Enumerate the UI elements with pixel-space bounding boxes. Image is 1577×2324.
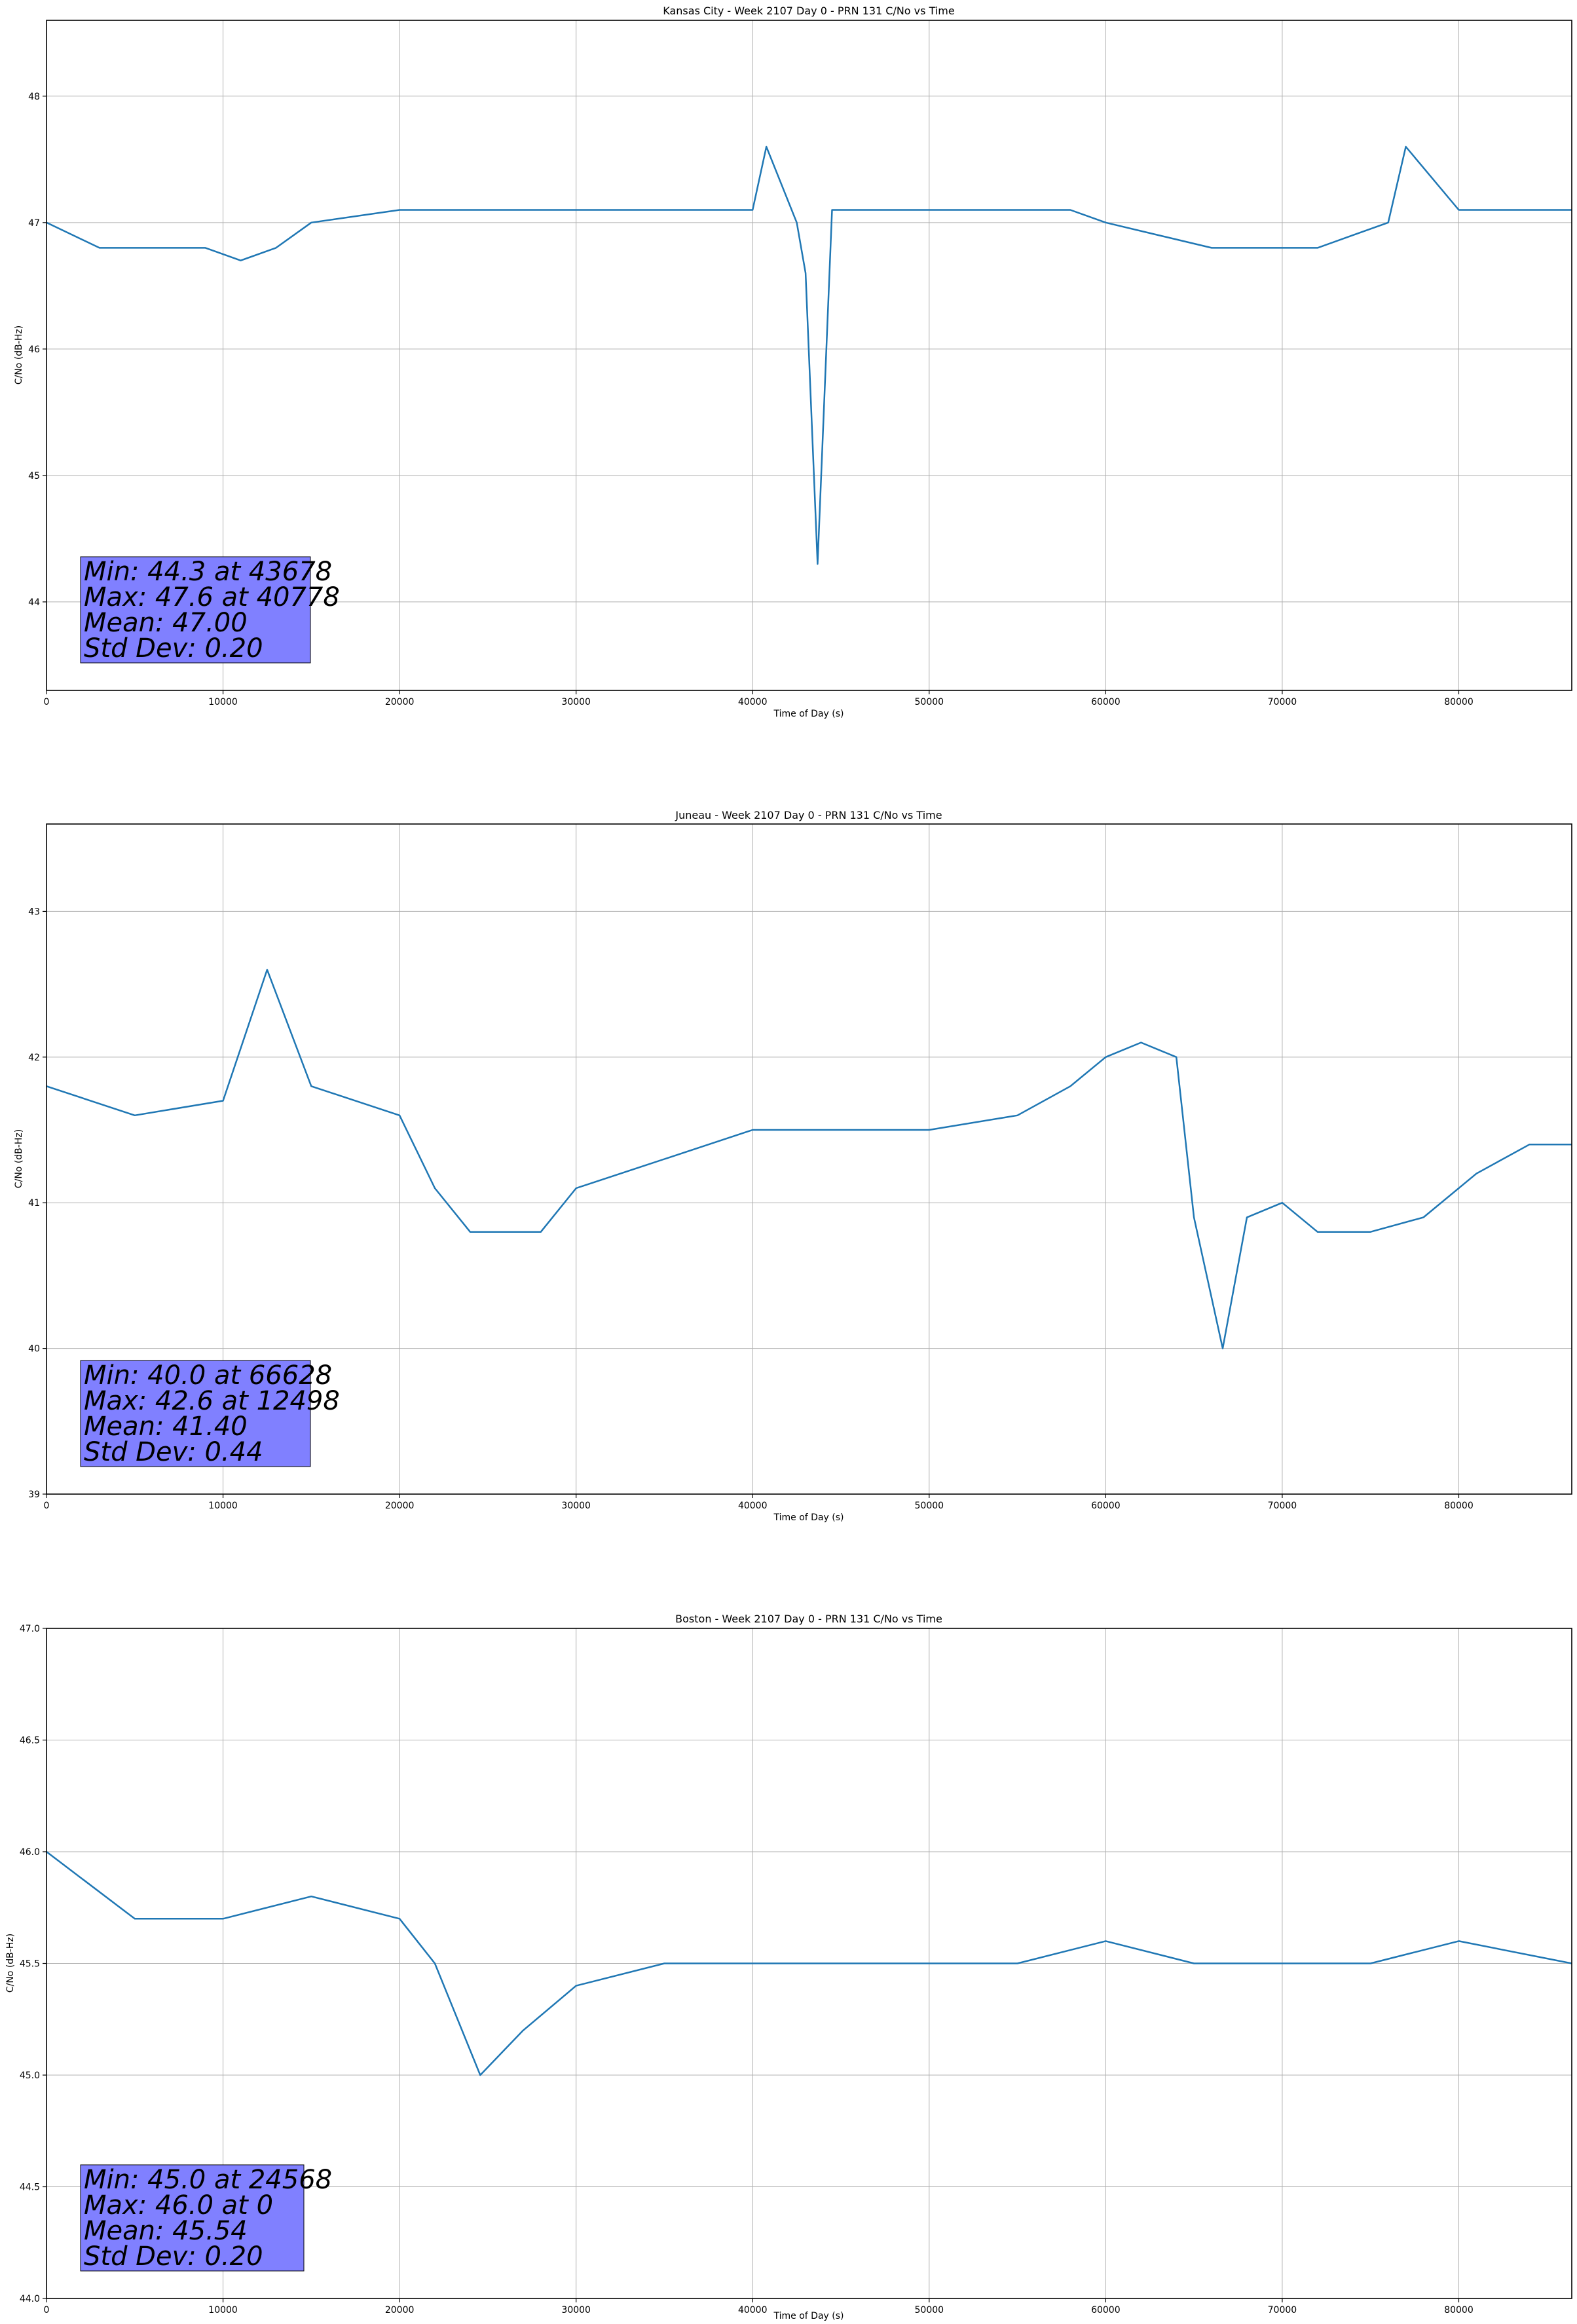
stats-max: Max: 47.6 at 40778 <box>84 582 340 612</box>
grid <box>46 20 1572 690</box>
y-tick-label: 47.0 <box>20 1624 40 1634</box>
x-tick-label: 10000 <box>208 2305 238 2315</box>
y-tick-label: 44 <box>28 597 40 608</box>
chart-title: Boston - Week 2107 Day 0 - PRN 131 C/No … <box>675 1613 942 1625</box>
stats-box: Min: 45.0 at 24568 Max: 46.0 at 0 Mean: … <box>80 2164 332 2272</box>
x-tick-label: 0 <box>44 697 50 707</box>
series-line <box>46 1851 1572 2076</box>
y-tick-label: 41 <box>28 1198 40 1209</box>
x-tick-label: 20000 <box>385 1501 415 1511</box>
stats-mean: Mean: 45.54 <box>84 2216 248 2246</box>
y-axis-ticks: 44.0 44.5 45.0 45.5 46.0 46.5 47.0 <box>20 1624 46 2304</box>
x-tick-label: 0 <box>44 1501 50 1511</box>
stats-mean: Mean: 47.00 <box>84 608 248 638</box>
x-tick-label: 80000 <box>1444 1501 1474 1511</box>
stats-box: Min: 44.3 at 43678 Max: 47.6 at 40778 Me… <box>80 556 340 664</box>
y-tick-label: 42 <box>28 1053 40 1063</box>
y-axis-label: C/No (dB-Hz) <box>14 1129 24 1188</box>
series-line <box>46 145 1572 565</box>
x-tick-label: 30000 <box>561 1501 591 1511</box>
x-tick-label: 50000 <box>915 1501 944 1511</box>
x-tick-label: 50000 <box>915 697 944 707</box>
stats-box: Min: 40.0 at 66628 Max: 42.6 at 12498 Me… <box>80 1360 340 1467</box>
stats-std-dev: Std Dev: 0.20 <box>84 633 263 664</box>
stats-max: Max: 46.0 at 0 <box>84 2190 273 2221</box>
series <box>46 969 1572 1349</box>
series <box>46 145 1572 565</box>
x-tick-label: 10000 <box>208 697 238 707</box>
x-tick-label: 50000 <box>915 2305 944 2315</box>
y-tick-label: 47 <box>28 218 40 229</box>
y-tick-label: 45.5 <box>20 1959 40 1970</box>
x-tick-label: 70000 <box>1268 1501 1297 1511</box>
x-tick-label: 40000 <box>738 1501 768 1511</box>
x-tick-label: 0 <box>44 2305 50 2315</box>
x-axis-ticks: 0 10000 20000 30000 40000 50000 60000 70000 8000… <box>44 690 1474 707</box>
y-tick-label: 45.0 <box>20 2071 40 2081</box>
stats-min: Min: 40.0 at 66628 <box>84 1360 332 1391</box>
x-tick-label: 70000 <box>1268 697 1297 707</box>
x-axis-label: Time of Day (s) <box>773 1512 844 1523</box>
plot-frame <box>46 20 1572 691</box>
x-tick-label: 30000 <box>561 2305 591 2315</box>
x-tick-label: 60000 <box>1091 1501 1121 1511</box>
x-tick-label: 40000 <box>738 697 768 707</box>
chart-title: Juneau - Week 2107 Day 0 - PRN 131 C/No … <box>675 809 942 821</box>
x-tick-label: 40000 <box>738 2305 768 2315</box>
x-tick-label: 20000 <box>385 2305 415 2315</box>
y-tick-label: 48 <box>28 92 40 102</box>
x-tick-label: 20000 <box>385 697 415 707</box>
series-line <box>46 969 1572 1349</box>
y-axis-ticks: 44 45 46 47 48 <box>28 92 46 608</box>
x-axis-label: Time of Day (s) <box>773 2311 844 2321</box>
y-tick-label: 44.5 <box>20 2183 40 2193</box>
x-tick-label: 60000 <box>1091 2305 1121 2315</box>
x-tick-label: 70000 <box>1268 2305 1297 2315</box>
x-axis-ticks: 0 10000 20000 30000 40000 50000 60000 70000 8000… <box>44 2298 1474 2315</box>
x-tick-label: 60000 <box>1091 697 1121 707</box>
stats-min: Min: 45.0 at 24568 <box>84 2165 332 2195</box>
chart-boston: 0 10000 20000 30000 40000 50000 60000 70000 8000… <box>5 1613 1572 2321</box>
x-tick-label: 80000 <box>1444 697 1474 707</box>
plot-frame <box>46 823 1572 1495</box>
stats-max: Max: 42.6 at 12498 <box>84 1386 340 1416</box>
y-tick-label: 45 <box>28 471 40 481</box>
chart-kansas-city: 0 10000 20000 30000 40000 50000 60000 70000 8000… <box>14 5 1572 719</box>
y-tick-label: 43 <box>28 907 40 917</box>
chart-title: Kansas City - Week 2107 Day 0 - PRN 131 … <box>663 5 954 17</box>
x-tick-label: 80000 <box>1444 2305 1474 2315</box>
x-axis-label: Time of Day (s) <box>773 709 844 719</box>
y-tick-label: 46.5 <box>20 1736 40 1746</box>
y-tick-label: 46 <box>28 345 40 355</box>
x-tick-label: 10000 <box>208 1501 238 1511</box>
y-tick-label: 44.0 <box>20 2294 40 2304</box>
x-axis-ticks: 0 10000 20000 30000 40000 50000 60000 70000 8000… <box>44 1494 1474 1511</box>
stats-box-background <box>80 2164 305 2272</box>
stats-std-dev: Std Dev: 0.44 <box>84 1437 263 1467</box>
stats-std-dev: Std Dev: 0.20 <box>84 2241 263 2272</box>
y-tick-label: 39 <box>28 1490 40 1500</box>
y-tick-label: 40 <box>28 1344 40 1355</box>
stats-mean: Mean: 41.40 <box>84 1412 248 1442</box>
y-tick-label: 46.0 <box>20 1847 40 1858</box>
y-axis-label: C/No (dB-Hz) <box>14 326 24 384</box>
stats-box-background <box>80 556 311 664</box>
series <box>46 1851 1572 2076</box>
y-axis-label: C/No (dB-Hz) <box>5 1934 16 1993</box>
chart-juneau: 0 10000 20000 30000 40000 50000 60000 70000 8000… <box>14 809 1572 1523</box>
y-axis-ticks: 39 40 41 42 43 <box>28 907 46 1500</box>
stats-box-background <box>80 1360 311 1467</box>
x-tick-label: 30000 <box>561 697 591 707</box>
stats-min: Min: 44.3 at 43678 <box>84 557 332 587</box>
